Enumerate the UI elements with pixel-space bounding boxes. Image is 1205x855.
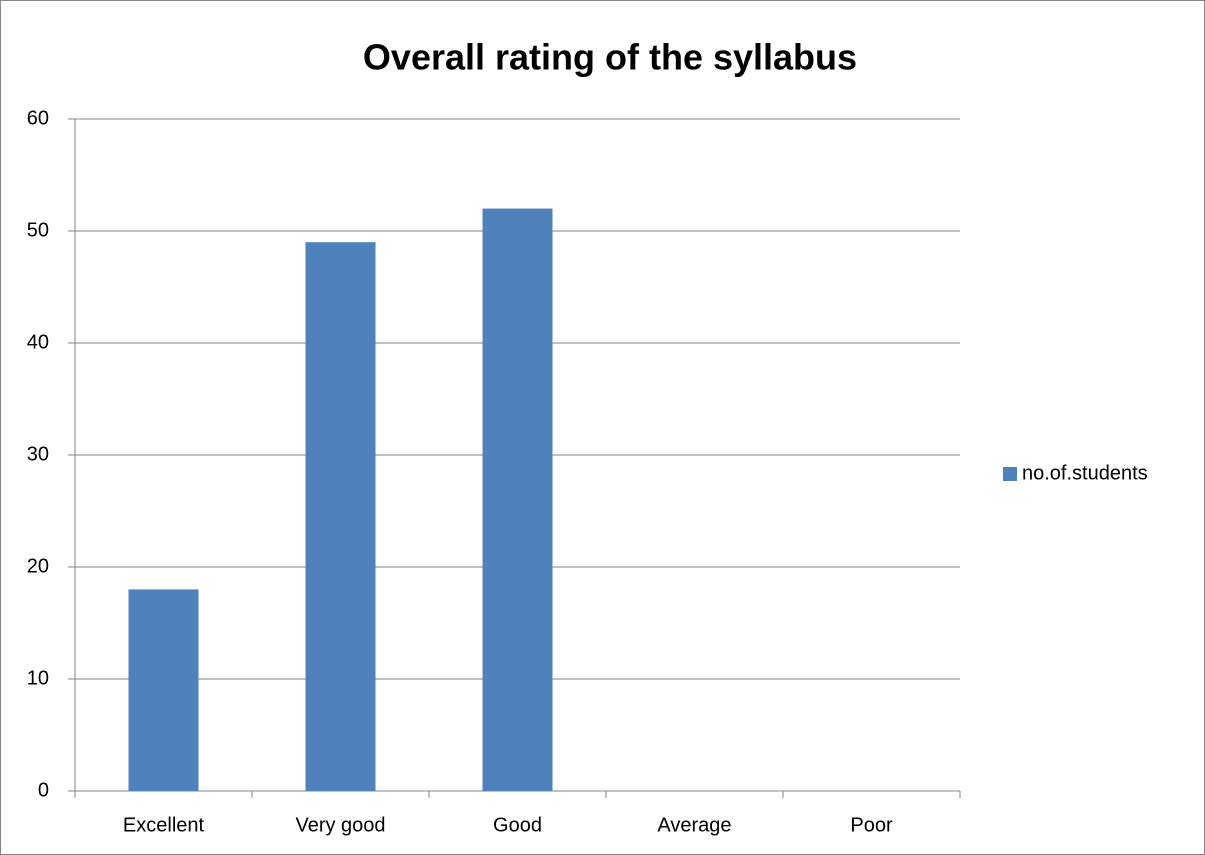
y-tick-label: 60 <box>27 107 49 129</box>
y-tick-label: 40 <box>27 331 49 353</box>
x-tick-label: Excellent <box>123 814 205 836</box>
chart-title: Overall rating of the syllabus <box>363 37 857 78</box>
y-tick-label: 30 <box>27 443 49 465</box>
y-tick-label: 0 <box>38 779 49 801</box>
x-tick-label: Very good <box>295 814 385 836</box>
bar <box>305 242 376 791</box>
bar <box>482 208 553 792</box>
x-tick-label: Good <box>493 814 542 836</box>
x-tick-label: Poor <box>850 814 893 836</box>
x-tick-label: Average <box>657 814 731 836</box>
bar <box>128 589 199 791</box>
y-tick-label: 50 <box>27 219 49 241</box>
legend-label: no.of.students <box>1022 462 1148 484</box>
y-tick-label: 20 <box>27 555 49 577</box>
legend-swatch <box>1003 467 1017 481</box>
y-tick-label: 10 <box>27 667 49 689</box>
